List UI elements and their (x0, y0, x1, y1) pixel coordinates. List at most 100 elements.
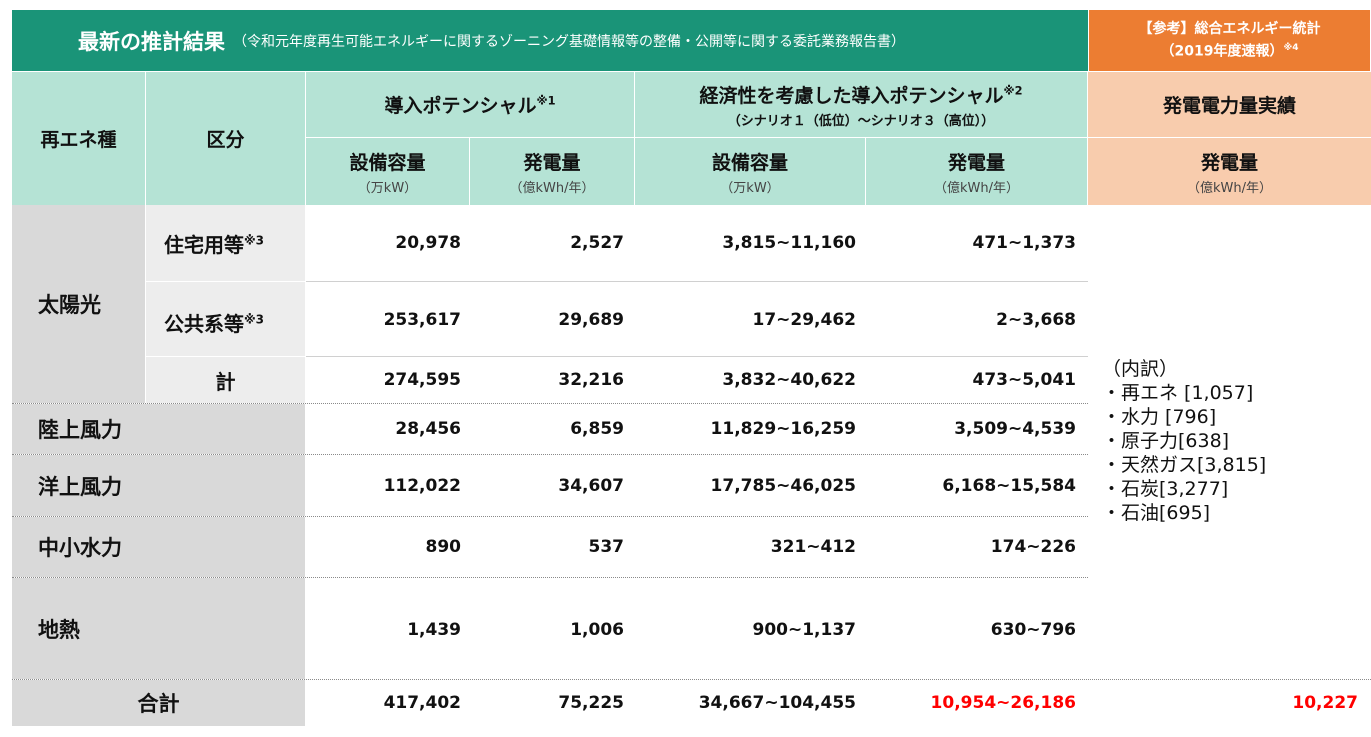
breakdown-heading: （内訳） (1102, 358, 1179, 380)
onshore-wind-econ-generation: 3,509~4,539 (954, 419, 1076, 439)
header-category-label: 区分 (206, 129, 245, 151)
subtotal-potential-generation: 32,216 (558, 370, 624, 390)
banner-title: 最新の推計結果 (78, 29, 225, 54)
offshore-wind-potential-generation: 34,607 (558, 476, 624, 496)
geothermal-potential-generation: 1,006 (570, 620, 624, 640)
row-divider (12, 403, 1088, 404)
residential-potential-capacity: 20,978 (395, 233, 461, 253)
capacity-label: 設備容量 (349, 151, 426, 174)
generation-label: 発電量 (523, 151, 581, 174)
subtotal-econ-capacity: 3,832~40,622 (722, 370, 856, 390)
generation-unit: （億kWh/年） (933, 180, 1019, 196)
subtotal-econ-generation: 473~5,041 (972, 370, 1076, 390)
total-potential-capacity: 417,402 (383, 693, 461, 713)
total-econ-generation: 10,954~26,186 (930, 693, 1076, 713)
total-econ-capacity: 34,667~104,455 (698, 693, 856, 713)
total-actual-generation: 10,227 (1292, 693, 1358, 713)
geothermal-label: 地熱 (38, 617, 80, 642)
offshore-wind-label: 洋上風力 (38, 474, 122, 499)
header-actual: 発電電力量実績 (1088, 72, 1371, 137)
onshore-wind-econ-capacity: 11,829~16,259 (710, 419, 856, 439)
public-note: ※3 (244, 311, 265, 326)
header-econ-generation: 発電量 （億kWh/年） (866, 138, 1087, 205)
generation-unit: （億kWh/年） (509, 180, 595, 196)
header-econ-capacity: 設備容量 （万kW） (635, 138, 865, 205)
subtotal-label: 計 (215, 369, 236, 394)
header-econ-scenario: （シナリオ１（低位）～シナリオ３（高位）） (727, 113, 995, 129)
geothermal-econ-generation: 630~796 (990, 620, 1076, 640)
row-label-residential: 住宅用等※3 (146, 205, 305, 281)
public-potential-generation: 29,689 (558, 310, 624, 330)
geothermal-potential-capacity: 1,439 (407, 620, 461, 640)
offshore-wind-econ-capacity: 17,785~46,025 (710, 476, 856, 496)
residential-note: ※3 (244, 232, 265, 247)
header-potential-generation: 発電量 （億kWh/年） (470, 138, 634, 205)
onshore-wind-potential-capacity: 28,456 (395, 419, 461, 439)
header-type-label: 再エネ種 (40, 129, 117, 151)
residential-potential-generation: 2,527 (570, 233, 624, 253)
banner-subtitle: （令和元年度再生可能エネルギーに関するゾーニング基礎情報等の整備・公開等に関する… (233, 33, 905, 50)
breakdown-item: ・天然ガス[3,815] (1102, 454, 1267, 476)
header-potential-label: 導入ポテンシャル (384, 95, 537, 117)
row-label-small-hydro: 中小水力 (12, 517, 305, 577)
row-divider (12, 577, 1088, 578)
subtotal-potential-capacity: 274,595 (383, 370, 461, 390)
header-econ-note: ※2 (1003, 83, 1023, 98)
small-hydro-econ-generation: 174~226 (990, 537, 1076, 557)
residential-econ-generation: 471~1,373 (972, 233, 1076, 253)
generation-label: 発電量 (947, 151, 1005, 174)
capacity-unit: （万kW） (720, 180, 780, 196)
row-label-offshore-wind: 洋上風力 (12, 455, 305, 516)
public-potential-capacity: 253,617 (383, 310, 461, 330)
solar-label: 太陽光 (38, 293, 101, 317)
onshore-wind-label: 陸上風力 (38, 418, 122, 442)
results-banner: 最新の推計結果 （令和元年度再生可能エネルギーに関するゾーニング基礎情報等の整備… (12, 10, 1088, 71)
small-hydro-potential-generation: 537 (588, 537, 625, 557)
header-potential-capacity: 設備容量 （万kW） (306, 138, 469, 205)
reference-banner-line1: 【参考】総合エネルギー統計 (1138, 20, 1321, 37)
header-type: 再エネ種 (12, 72, 145, 205)
generation-label: 発電量 (1200, 151, 1258, 174)
geothermal-econ-capacity: 900~1,137 (752, 620, 856, 640)
row-divider (306, 356, 1088, 357)
capacity-label: 設備容量 (711, 151, 788, 174)
row-divider (12, 454, 1088, 455)
total-potential-generation: 75,225 (558, 693, 624, 713)
capacity-unit: （万kW） (357, 180, 418, 196)
offshore-wind-econ-generation: 6,168~15,584 (942, 476, 1076, 496)
small-hydro-potential-capacity: 890 (425, 537, 462, 557)
breakdown-item: ・原子力[638] (1102, 430, 1230, 452)
public-econ-capacity: 17~29,462 (752, 310, 856, 330)
header-econ-potential: 経済性を考慮した導入ポテンシャル※2 （シナリオ１（低位）～シナリオ３（高位）） (635, 72, 1087, 137)
row-divider (306, 281, 1088, 282)
header-potential: 導入ポテンシャル※1 (306, 72, 634, 137)
row-label-public: 公共系等※3 (146, 282, 305, 356)
onshore-wind-potential-generation: 6,859 (570, 419, 624, 439)
breakdown-item: ・再エネ [1,057] (1102, 382, 1254, 404)
reference-banner-line2: （2019年度速報） (1160, 43, 1284, 60)
residential-label: 住宅用等 (164, 232, 244, 257)
reference-note: ※4 (1283, 42, 1299, 53)
header-potential-note: ※1 (536, 93, 556, 108)
breakdown-item: ・石油[695] (1102, 502, 1211, 524)
reference-banner: 【参考】総合エネルギー統計 （2019年度速報）※4 (1089, 10, 1370, 71)
residential-econ-capacity: 3,815~11,160 (722, 233, 856, 253)
public-label: 公共系等 (164, 311, 244, 336)
row-label-onshore-wind: 陸上風力 (12, 404, 305, 454)
total-label: 合計 (137, 692, 180, 716)
generation-breakdown: （内訳） ・再エネ [1,057] ・水力 [796] ・原子力[638] ・天… (1102, 357, 1266, 525)
row-label-subtotal: 計 (146, 357, 305, 403)
header-actual-generation: 発電量 （億kWh/年） (1088, 138, 1371, 205)
row-label-solar: 太陽光 (12, 205, 145, 403)
breakdown-item: ・水力 [796] (1102, 406, 1217, 428)
breakdown-item: ・石炭[3,277] (1102, 478, 1229, 500)
row-label-total: 合計 (12, 680, 305, 726)
public-econ-generation: 2~3,668 (996, 310, 1076, 330)
header-econ-label: 経済性を考慮した導入ポテンシャル (699, 84, 1004, 107)
header-actual-label: 発電電力量実績 (1162, 95, 1296, 117)
offshore-wind-potential-capacity: 112,022 (383, 476, 461, 496)
header-category: 区分 (146, 72, 305, 205)
row-label-geothermal: 地熱 (12, 578, 305, 679)
row-divider (12, 516, 1088, 517)
small-hydro-label: 中小水力 (38, 536, 122, 560)
